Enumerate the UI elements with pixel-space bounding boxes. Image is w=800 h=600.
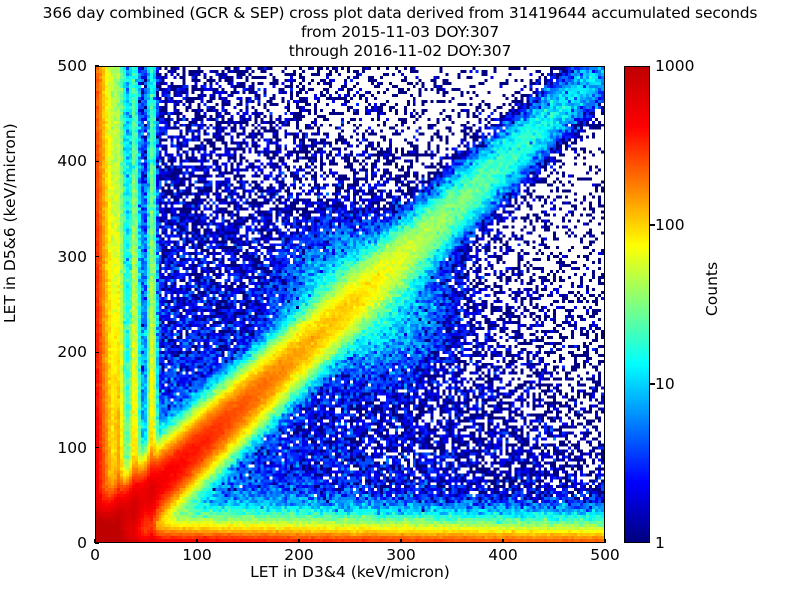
y-tick	[95, 542, 99, 544]
y-tick	[95, 351, 99, 353]
colorbar-title: Counts	[703, 261, 721, 317]
colorbar	[624, 66, 650, 543]
x-tick-label: 100	[182, 546, 212, 564]
colorbar-tick-label: 10	[655, 375, 675, 393]
title-line-3: through 2016-11-02 DOY:307	[288, 42, 512, 60]
x-tick	[298, 539, 300, 543]
x-tick-label: 500	[590, 546, 620, 564]
y-tick	[95, 160, 99, 162]
y-tick	[95, 256, 99, 258]
x-axis-title: LET in D3&4 (keV/micron)	[250, 563, 450, 581]
y-tick-label: 500	[57, 57, 87, 75]
title-line-2: from 2015-11-03 DOY:307	[300, 23, 500, 41]
y-tick-label: 200	[57, 343, 87, 362]
title-line-1: 366 day combined (GCR & SEP) cross plot …	[42, 4, 758, 22]
x-tick	[604, 539, 606, 543]
density-heatmap	[96, 67, 604, 542]
x-tick	[502, 539, 504, 543]
colorbar-tick-label: 100	[655, 216, 685, 234]
x-tick	[196, 539, 198, 543]
y-tick	[95, 65, 99, 67]
plot-area	[95, 66, 605, 543]
x-tick-label: 300	[386, 546, 416, 564]
colorbar-tick-label: 1000	[655, 57, 695, 75]
colorbar-tick	[650, 383, 655, 385]
figure-title: 366 day combined (GCR & SEP) cross plot …	[0, 4, 800, 61]
x-tick	[94, 539, 96, 543]
y-tick-label: 300	[57, 247, 87, 266]
colorbar-tick-label: 1	[655, 534, 665, 552]
x-tick-label: 400	[488, 546, 518, 564]
x-tick	[400, 539, 402, 543]
y-tick	[95, 447, 99, 449]
y-axis-title: LET in D5&6 (keV/micron)	[1, 123, 19, 323]
x-tick-label: 200	[284, 546, 314, 564]
x-tick-label: 0	[90, 546, 100, 564]
y-tick-label: 0	[77, 534, 87, 552]
colorbar-gradient	[625, 67, 649, 542]
y-tick-label: 100	[57, 438, 87, 457]
y-tick-label: 400	[57, 152, 87, 171]
colorbar-tick	[650, 224, 655, 226]
